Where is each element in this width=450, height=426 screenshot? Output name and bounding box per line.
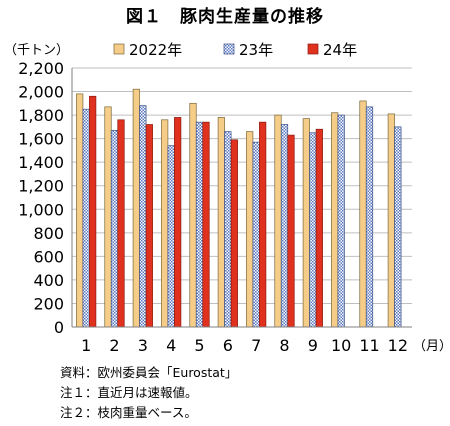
x-tick-label: 9 [308, 336, 318, 355]
bar-23-m1 [82, 108, 90, 328]
bar-2022-m12 [387, 113, 395, 328]
x-tick-label: 12 [388, 336, 408, 355]
y-tick-label: 1,000 [18, 200, 64, 219]
bar-23-m12 [394, 126, 402, 328]
bar-2022-m8 [274, 114, 282, 328]
note-2: 注２：枝肉重量ベース。 [60, 405, 197, 420]
legend-swatch [113, 43, 125, 55]
bar-24-m1 [89, 95, 97, 328]
bar-24-m4 [174, 117, 182, 328]
x-tick-label: 4 [166, 336, 176, 355]
bar-23-m7 [252, 141, 260, 328]
bar-23-m2 [110, 130, 119, 328]
y-tick-label: 600 [33, 247, 64, 266]
bar-2022-m2 [104, 106, 112, 328]
bar-23-m9 [309, 132, 317, 328]
y-tick-label: 800 [33, 224, 64, 243]
bar-24-m3 [145, 124, 153, 328]
x-tick-label: 2 [109, 336, 119, 355]
y-tick-label: 2,000 [18, 83, 64, 102]
bar-24-m5 [202, 121, 210, 328]
bar-24-m2 [117, 119, 125, 328]
note-1: 注１：直近月は速報値。 [60, 385, 198, 400]
bar-23-m11 [365, 106, 374, 328]
y-axis-label: （千トン） [4, 43, 69, 58]
y-tick-label: 400 [33, 271, 64, 290]
bar-23-m8 [280, 124, 289, 328]
bar-2022-m4 [161, 119, 169, 328]
bar-2022-m6 [217, 117, 225, 328]
legend-label: 24年 [323, 41, 357, 59]
x-tick-label: 6 [223, 336, 233, 355]
x-tick-label: 3 [138, 336, 148, 355]
legend-label: 2022年 [129, 41, 182, 59]
note-source: 資料：欧州委員会「Eurostat」 [60, 365, 238, 380]
bar-2022-m5 [189, 102, 197, 328]
bar-24-m6 [230, 139, 238, 328]
x-tick-label: 8 [279, 336, 289, 355]
legend-swatch [223, 43, 235, 55]
bar-23-m4 [167, 145, 175, 328]
bar-2022-m3 [132, 88, 140, 328]
bar-24-m8 [287, 134, 295, 328]
bar-24-m7 [259, 121, 267, 328]
bar-2022-m11 [359, 100, 367, 328]
bar-24-m9 [315, 128, 323, 328]
y-tick-label: 2,200 [18, 59, 64, 78]
y-tick-label: 1,800 [18, 106, 64, 125]
bar-2022-m7 [246, 131, 254, 328]
legend-label: 23年 [239, 41, 273, 59]
bar-23-m3 [139, 105, 147, 328]
bar-2022-m10 [331, 112, 339, 328]
chart-title: 図１ 豚肉生産量の推移 [126, 7, 324, 27]
x-tick-label: 1 [81, 336, 91, 355]
legend-swatch [307, 43, 319, 55]
y-tick-label: 1,400 [18, 153, 64, 172]
x-tick-label: 11 [359, 336, 379, 355]
y-tick-label: 1,200 [18, 177, 64, 196]
bar-23-m5 [195, 121, 204, 328]
y-tick-label: 1,600 [18, 130, 64, 149]
x-tick-label: 5 [194, 336, 204, 355]
bar-2022-m9 [302, 118, 310, 328]
x-tick-label: 10 [331, 336, 351, 355]
y-tick-label: 0 [54, 318, 64, 337]
x-tick-label: 7 [251, 336, 261, 355]
bar-23-m10 [337, 114, 345, 328]
bar-23-m6 [224, 131, 232, 328]
x-axis-unit: （月） [413, 339, 450, 354]
y-tick-label: 200 [33, 294, 64, 313]
notes: 資料：欧州委員会「Eurostat」 注１：直近月は速報値。 注２：枝肉重量ベー… [60, 363, 237, 423]
bar-2022-m1 [76, 93, 84, 328]
